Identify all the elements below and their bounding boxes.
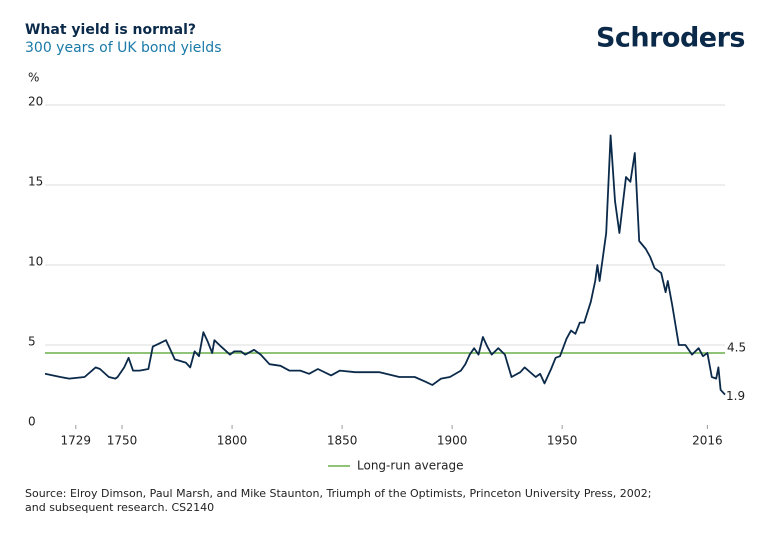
y-tick-label: 5 [28,335,36,349]
legend-label: Long-run average [357,459,463,473]
x-tick-label: 1750 [107,434,138,448]
x-tick-label: 1729 [61,434,92,448]
y-tick-label: 10 [28,255,43,269]
end-value-label: 1.9 [726,389,745,403]
y-tick-label: 0 [28,415,36,429]
x-tick-label: 1950 [547,434,578,448]
x-tick-label: 2016 [692,434,723,448]
x-tick-label: 1900 [437,434,468,448]
source-line: and subsequent research. CS2140 [25,501,214,514]
chart-title: What yield is normal? [25,22,196,38]
x-tick-label: 1850 [327,434,358,448]
y-tick-label: 20 [28,95,43,109]
brand-logo: Schroders [596,23,745,54]
source-line: Source: Elroy Dimson, Paul Marsh, and Mi… [25,487,651,500]
y-tick-label: 15 [28,175,43,189]
x-tick-label: 1800 [217,434,248,448]
chart-subtitle: 300 years of UK bond yields [25,40,222,56]
average-label: 4.5 [727,341,746,355]
yield-line [44,134,726,396]
y-axis-label: % [28,71,39,85]
